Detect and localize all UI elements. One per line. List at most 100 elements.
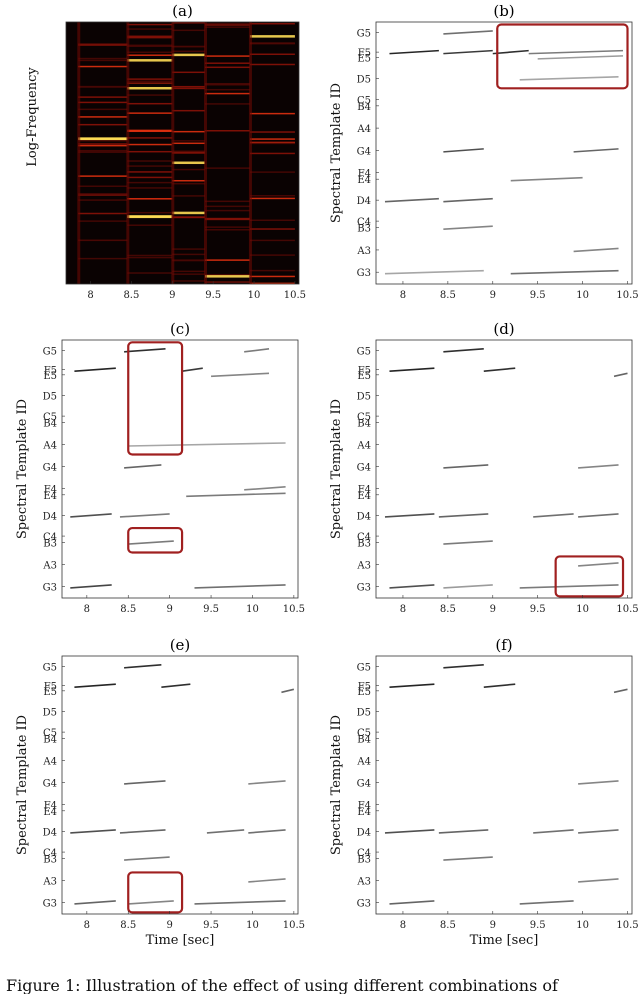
- spectrogram-streak: [172, 140, 205, 142]
- activation-segment: [119, 513, 170, 518]
- spectrogram-streak: [127, 80, 173, 82]
- activation-segment: [248, 829, 286, 834]
- spectrogram-streak: [249, 195, 295, 197]
- y-tick-label: F5: [358, 366, 371, 377]
- activation-segment: [384, 829, 435, 834]
- y-axis-label: Spectral Template ID: [329, 399, 344, 539]
- spectrogram-streak: [172, 211, 205, 215]
- spectrogram-streak: [249, 171, 295, 173]
- x-tick-label: 10: [248, 290, 261, 301]
- y-tick-label: E5: [357, 371, 371, 382]
- plot-area: [62, 656, 298, 914]
- x-tick-label: 8.5: [120, 920, 136, 931]
- spectrogram-streak: [204, 22, 250, 25]
- spectrogram-streak: [204, 200, 250, 203]
- spectrogram-streak: [127, 94, 173, 96]
- x-tick-label: 9: [169, 290, 175, 301]
- spectrogram-streak: [249, 112, 295, 115]
- y-tick-label: D4: [43, 511, 57, 522]
- spectrogram-streak: [78, 185, 128, 187]
- activation-segment: [70, 829, 116, 834]
- x-tick-label: 8: [400, 920, 406, 931]
- y-tick-label: E5: [43, 371, 57, 382]
- spectrogram-streak: [249, 228, 295, 230]
- y-tick-label: B3: [43, 855, 57, 866]
- spectrogram-streak: [172, 253, 205, 256]
- y-tick-label: A3: [356, 246, 371, 257]
- y-tick-label: A4: [42, 440, 57, 451]
- plot-area: [62, 340, 298, 598]
- plot-frame: [375, 339, 633, 599]
- x-tick-label: 8: [84, 920, 90, 931]
- spectrogram-streak: [127, 211, 173, 214]
- x-tick-label: 9.5: [205, 290, 221, 301]
- y-tick-label: G5: [357, 346, 371, 357]
- activation-segment: [519, 584, 619, 589]
- spectrogram-streak: [78, 116, 128, 118]
- activation-segment: [613, 688, 628, 694]
- x-tick-label: 8: [84, 604, 90, 615]
- spectrogram-streak: [127, 78, 173, 80]
- y-tick-label: D4: [43, 827, 57, 838]
- activation-segment: [443, 464, 489, 469]
- activation-segment: [128, 442, 286, 447]
- x-tick-label: 9: [166, 604, 172, 615]
- activation-segment: [443, 225, 493, 230]
- highlight-box: [127, 341, 184, 456]
- activation-segment: [389, 49, 439, 55]
- y-tick-label: D4: [357, 196, 371, 207]
- x-tick-label: 10: [246, 920, 259, 931]
- spectrogram-streak: [127, 143, 173, 146]
- y-tick-label: B3: [357, 224, 371, 235]
- spectrogram-streak: [172, 142, 205, 145]
- spectrogram-streak: [127, 23, 173, 26]
- y-tick-label: G4: [357, 146, 371, 157]
- x-tick-label: 10.5: [284, 290, 306, 301]
- spectrogram-streak: [127, 137, 173, 139]
- spectrogram-streak: [204, 167, 250, 169]
- spectrogram-streak: [127, 59, 173, 62]
- y-tick-label: E4: [357, 491, 371, 502]
- spectrogram-streak: [249, 35, 295, 38]
- spectrogram-streak: [78, 194, 128, 196]
- panel-label: (b): [493, 2, 514, 20]
- y-tick-label: G5: [43, 346, 57, 357]
- activation-segment: [519, 900, 574, 905]
- spectrogram-streak: [172, 168, 205, 171]
- y-tick-label: A4: [356, 440, 371, 451]
- x-tick-label: 10.5: [616, 920, 638, 931]
- y-tick-label: G5: [43, 662, 57, 673]
- spectrogram-streak: [127, 130, 173, 133]
- y-axis-label: Spectral Template ID: [15, 399, 30, 539]
- y-tick-label: A3: [356, 876, 371, 887]
- activation-segment: [70, 513, 112, 518]
- plot-area: [376, 22, 632, 284]
- x-tick-label: 9.5: [530, 920, 546, 931]
- spectrogram-streak: [127, 28, 173, 30]
- spectrogram-streak: [204, 218, 250, 221]
- activation-segment: [389, 584, 435, 589]
- spectrogram-streak: [78, 151, 128, 153]
- spectrogram-streak: [78, 137, 128, 140]
- y-tick-label: G4: [357, 778, 371, 789]
- spectrogram-streak: [127, 215, 173, 219]
- activation-segment: [578, 780, 619, 785]
- spectrogram-streak: [204, 24, 250, 26]
- y-tick-label: D4: [357, 511, 371, 522]
- onset-column: [77, 22, 81, 284]
- spectrogram-streak: [127, 150, 173, 153]
- spectrogram-streak: [204, 55, 250, 57]
- spectrogram-streak: [204, 209, 250, 212]
- spectrogram-streak: [204, 103, 250, 105]
- y-tick-label: C4: [43, 848, 57, 859]
- spectrogram-streak: [172, 29, 205, 32]
- y-tick-label: C5: [43, 412, 57, 423]
- activation-segment: [443, 30, 493, 35]
- activation-segment: [124, 664, 162, 669]
- y-tick-label: D5: [43, 391, 57, 402]
- y-tick-label: F4: [44, 484, 57, 495]
- y-axis-label: Log-Frequency: [25, 67, 40, 167]
- plot-frame: [61, 339, 299, 599]
